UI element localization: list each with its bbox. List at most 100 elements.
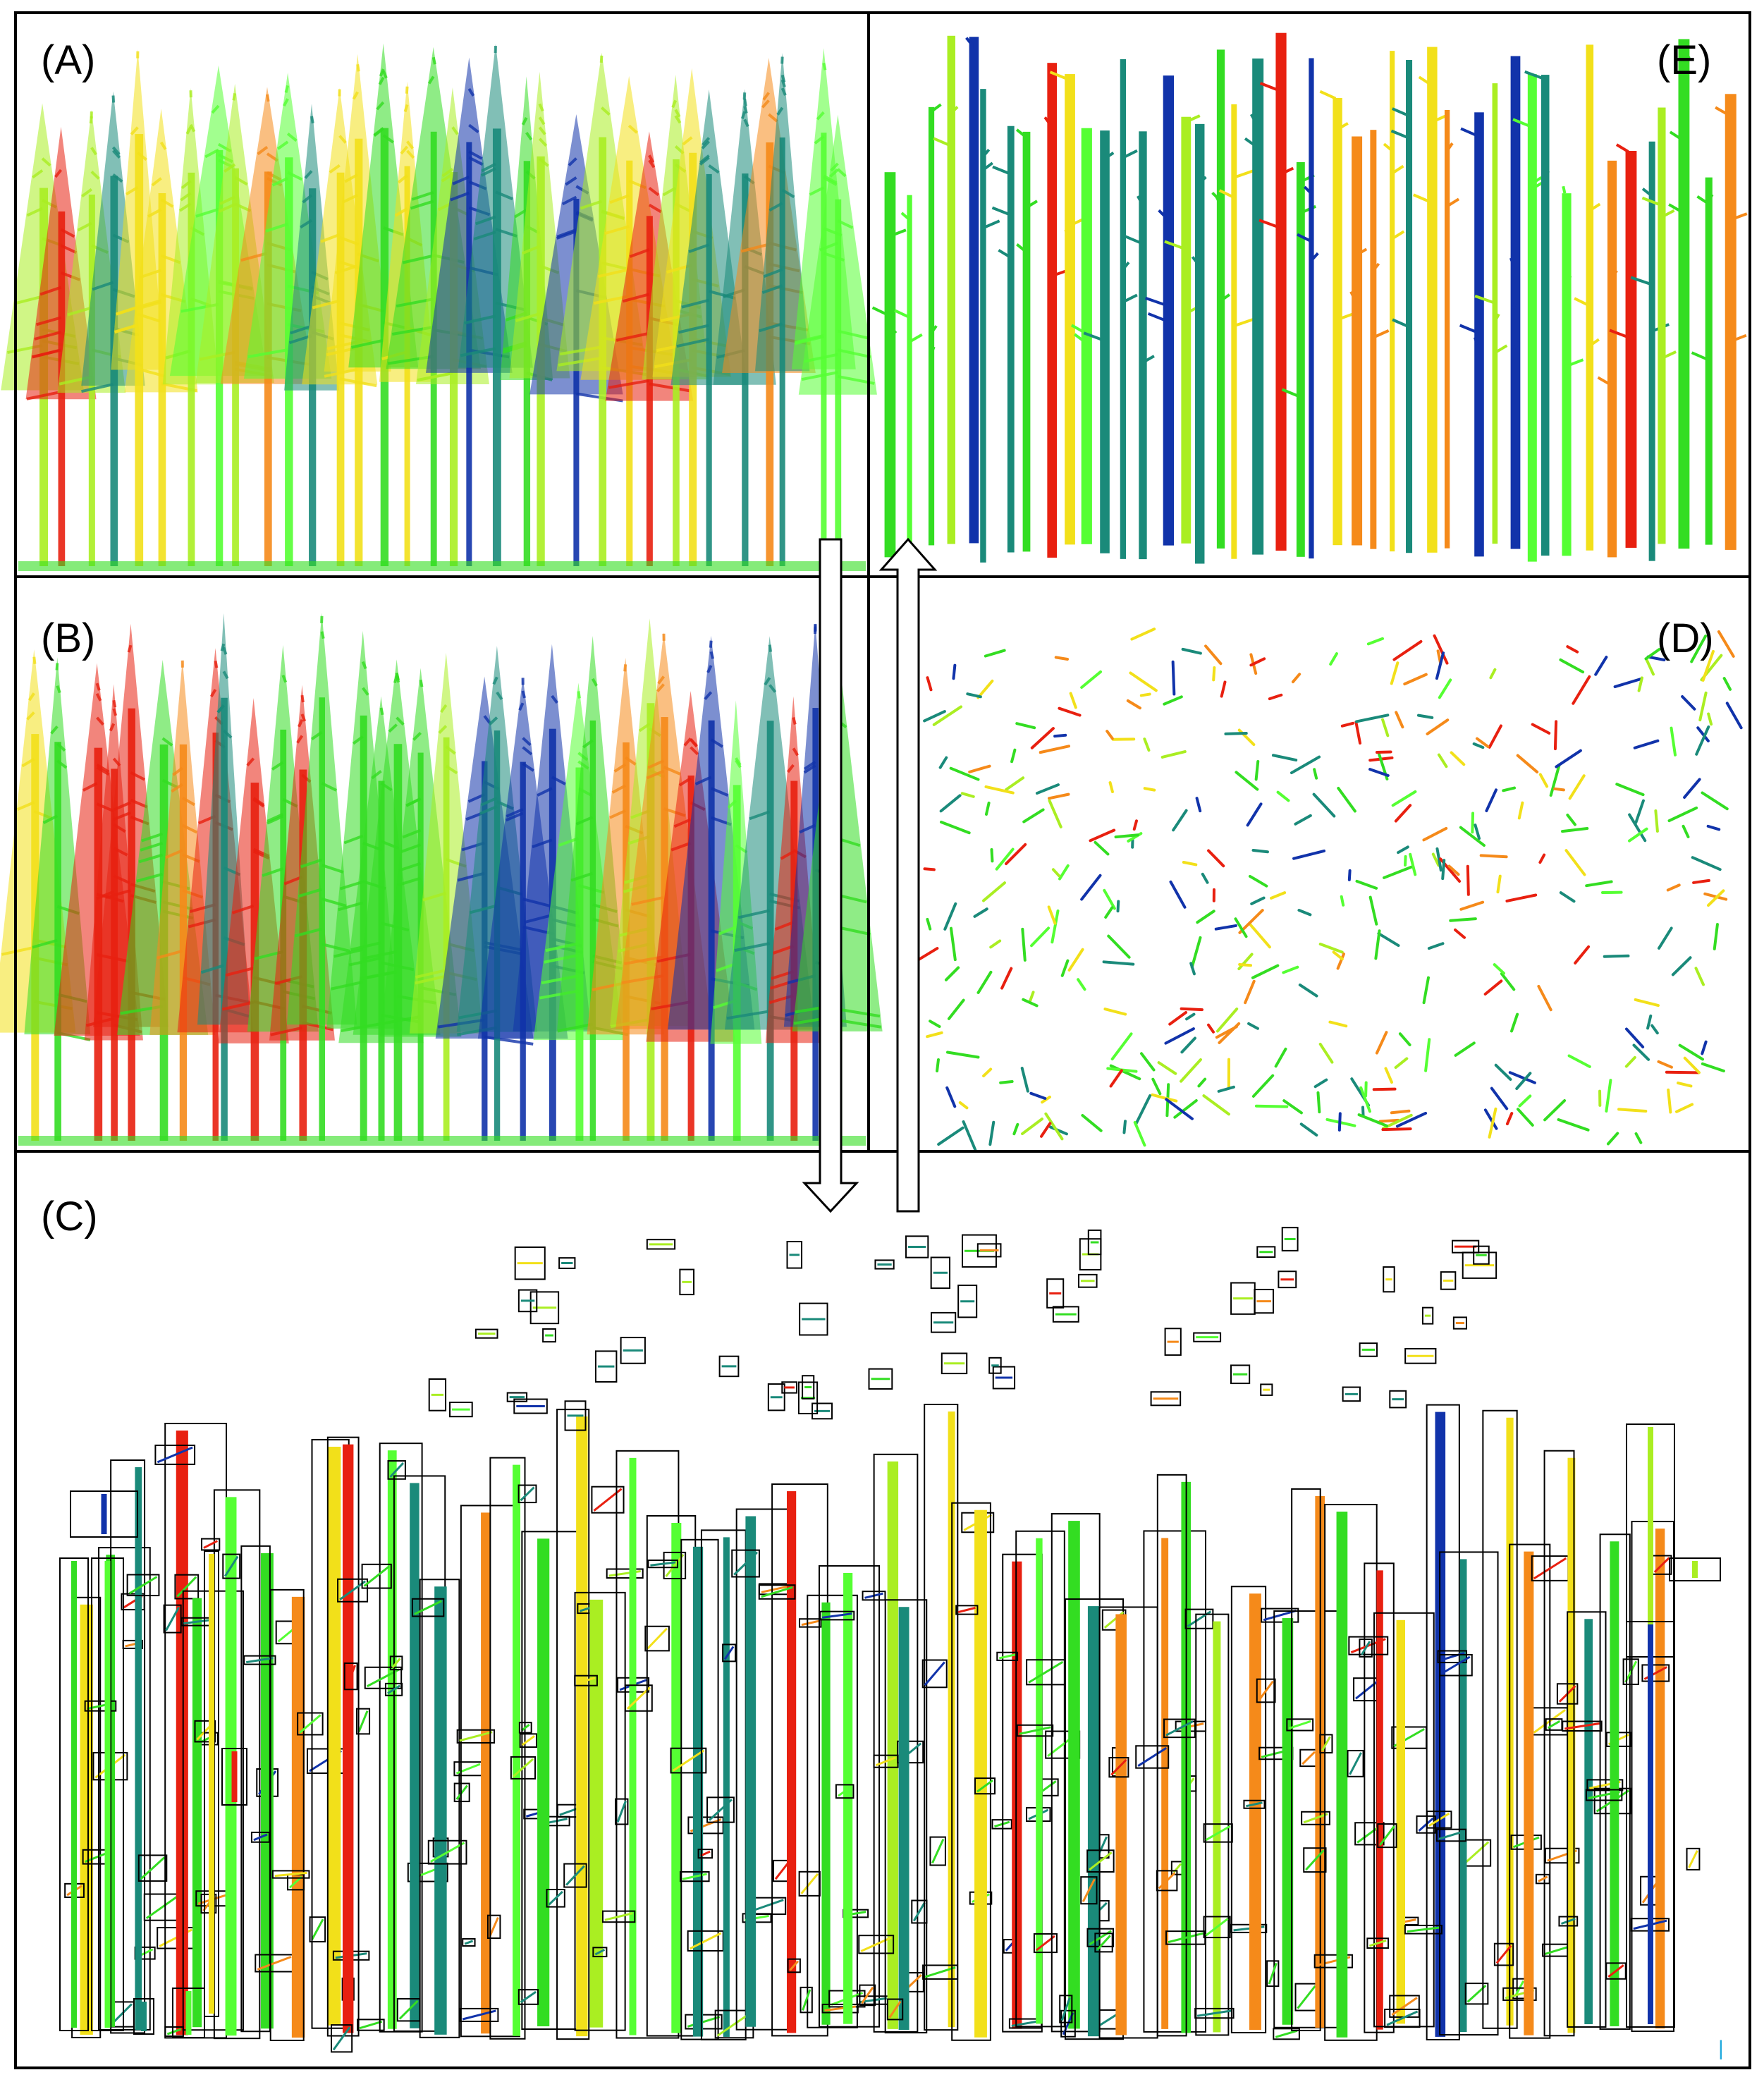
fragment-box [364,1666,403,1689]
fragment-points [430,1842,465,1863]
branch-fragment [1559,891,1576,903]
branch-fragment [1650,1024,1659,1035]
fragment-points [1110,1758,1127,1776]
branch-fragment [1312,792,1336,818]
fragment-points [128,1576,158,1595]
branch-fragment [1234,917,1248,938]
crown-fragment-box [1342,1386,1361,1402]
fragment-box [897,1740,924,1764]
branch-fragment [1538,853,1546,864]
branch [181,796,195,807]
isolated-segment-box [133,1998,154,2035]
segmented-stem [629,1457,637,2035]
branch [379,68,385,77]
branch-fragment [1557,1117,1590,1132]
branch [737,909,771,919]
fragment-points [1368,1939,1387,1947]
branch-fragment [1459,826,1486,847]
extracted-stem [1607,160,1617,558]
crown-fragment-box [1256,1246,1276,1259]
crown-fragment-box [542,1328,556,1343]
branch [113,801,132,812]
fragment-points [1538,1875,1548,1882]
branch [525,131,533,141]
branch-stub [1493,313,1500,322]
branch-stub [1392,107,1409,117]
branch-fragment [1624,1027,1645,1048]
branch-stub [930,325,938,334]
branch [136,872,164,883]
branch-fragment [1332,950,1344,961]
branch [220,643,226,651]
fragment-box [510,1756,537,1780]
branch [135,299,162,310]
branch [32,656,37,665]
branch-fragment [1355,879,1378,890]
branch-fragment [1000,967,1013,990]
branch-fragment [1366,637,1385,646]
branch [130,771,146,781]
fragment-box [687,1816,724,1835]
branch-fragment [1605,1079,1612,1113]
bounding-box [1482,1409,1518,2029]
branch [648,159,656,169]
fragment-points [455,1763,481,1775]
fragment-box [1366,1937,1390,1949]
fragment-box [644,1625,670,1652]
branch-fragment [1475,737,1490,748]
fragment-box [309,1916,326,1943]
branch-fragment [1160,750,1187,759]
branch-fragment [1248,922,1271,949]
branch [597,268,630,278]
fragment-points [1688,1850,1698,1868]
branch-stub [1390,129,1409,140]
branch [140,269,162,279]
branch-fragment [1422,976,1430,1005]
panel-e-extracted-stems [871,32,1748,564]
fragment-box [1384,2008,1421,2028]
branch-stub [1494,344,1508,354]
branch-fragment [1108,781,1114,793]
branch [262,867,283,877]
fragment-box [974,1777,996,1795]
branch [773,945,795,955]
branch-fragment [1537,984,1552,1012]
branch-fragment [1081,1113,1103,1132]
branch-fragment [1427,942,1445,950]
fragment-points [1463,1841,1490,1865]
branch-fragment [1450,751,1466,766]
fragment-box [873,1754,899,1768]
branch-fragment [1695,725,1710,756]
branch-stub [1258,219,1280,229]
branch-stub [1102,152,1115,161]
branch [648,154,655,164]
branch [172,766,183,776]
extracted-stem [928,106,935,546]
fragment-box [1016,1724,1054,1737]
branch-fragment [1139,692,1151,697]
branch [397,174,408,184]
branch-fragment [1493,963,1505,975]
branch-fragment [1214,924,1237,931]
branch [283,875,303,886]
branch [768,113,778,123]
branch-stub [1460,127,1478,137]
extracted-stem [1007,125,1015,553]
branch [105,889,131,899]
branch [468,156,484,166]
branch-fragment [1196,910,1215,924]
fragment-box [174,1574,200,1600]
branch [422,891,447,902]
branch-fragment [1244,979,1256,1005]
branch-fragment [1329,652,1338,666]
branch [26,390,61,400]
branch [324,367,358,378]
branch-fragment [1431,852,1440,867]
branch [522,762,534,772]
branch-stub [1371,170,1377,178]
branch-stub [1083,286,1092,296]
branch [32,169,44,179]
branch-fragment [1132,819,1138,831]
branch-fragment [1561,826,1589,833]
branch-fragment [1195,797,1202,813]
